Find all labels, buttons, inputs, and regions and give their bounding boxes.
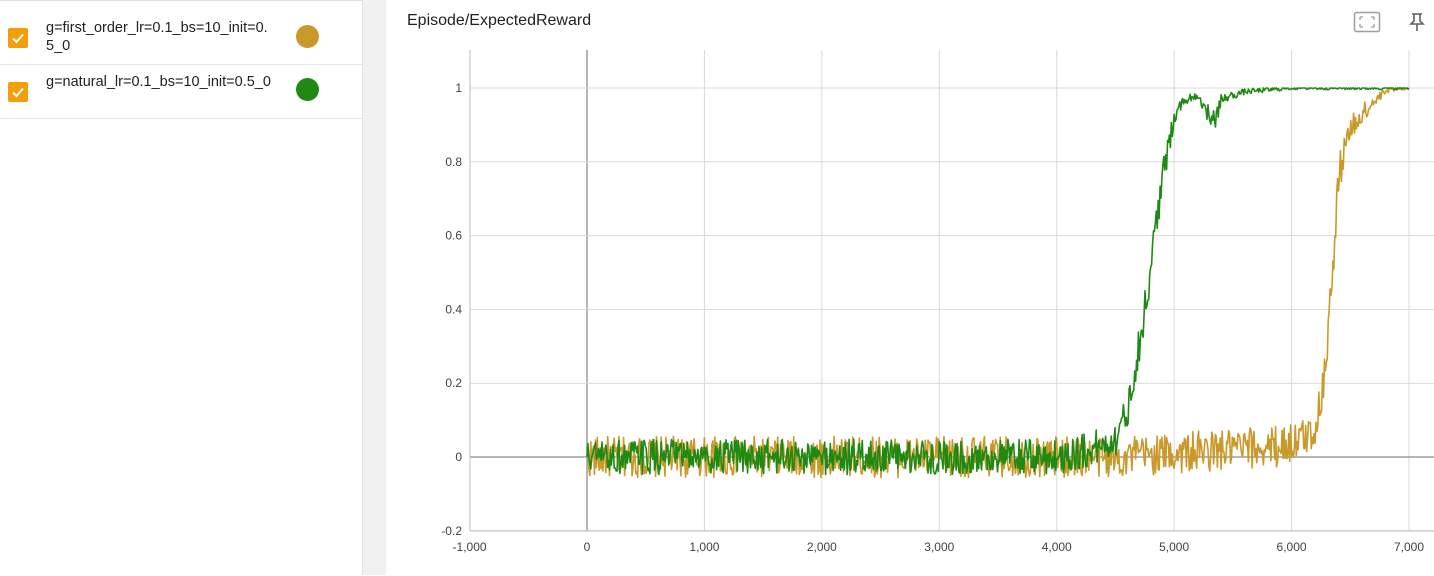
run-row-first-order[interactable]: g=first_order_lr=0.1_bs=10_init=0.5_0 bbox=[0, 11, 362, 65]
y-tick-label: -0.2 bbox=[441, 524, 462, 538]
run-color-swatch-natural[interactable] bbox=[296, 78, 319, 101]
series-line-0 bbox=[586, 87, 1410, 479]
runs-legend-panel: g=first_order_lr=0.1_bs=10_init=0.5_0 g=… bbox=[0, 0, 362, 576]
y-tick-label: 0.2 bbox=[445, 376, 462, 390]
run-checkbox-first-order[interactable] bbox=[8, 28, 28, 48]
y-tick-label: 0.6 bbox=[445, 229, 462, 243]
x-tick-label: 1,000 bbox=[689, 540, 719, 554]
series-line-1 bbox=[586, 87, 1410, 476]
line-chart-plot[interactable]: -1,000 0 1,000 2,000 3,000 4,000 5,000 6,000 7,0… bbox=[386, 0, 1434, 575]
panel-splitter[interactable] bbox=[362, 0, 387, 575]
checkmark-icon bbox=[12, 87, 24, 98]
y-tick-label: 0.4 bbox=[445, 302, 462, 316]
pin-icon[interactable] bbox=[1408, 11, 1426, 33]
run-row-natural[interactable]: g=natural_lr=0.1_bs=10_init=0.5_0 bbox=[0, 65, 362, 119]
run-color-swatch-first-order[interactable] bbox=[296, 25, 319, 48]
x-tick-label: 7,000 bbox=[1394, 540, 1424, 554]
chart-card: Episode/ExpectedReward bbox=[386, 0, 1434, 575]
run-checkbox-natural[interactable] bbox=[8, 82, 28, 102]
x-tick-label: 4,000 bbox=[1042, 540, 1072, 554]
chart-title: Episode/ExpectedReward bbox=[407, 12, 592, 29]
x-tick-label: 0 bbox=[584, 540, 591, 554]
y-tick-label: 0 bbox=[455, 450, 462, 464]
checkmark-icon bbox=[12, 33, 24, 44]
fullscreen-icon[interactable] bbox=[1353, 11, 1381, 33]
x-tick-label: 6,000 bbox=[1277, 540, 1307, 554]
x-tick-label: -1,000 bbox=[453, 540, 487, 554]
y-tick-label: 0.8 bbox=[445, 155, 462, 169]
x-tick-label: 3,000 bbox=[924, 540, 954, 554]
x-tick-label: 5,000 bbox=[1159, 540, 1189, 554]
y-tick-label: 1 bbox=[455, 81, 462, 95]
run-label-natural: g=natural_lr=0.1_bs=10_init=0.5_0 bbox=[46, 74, 271, 90]
run-label-first-order: g=first_order_lr=0.1_bs=10_init=0.5_0 bbox=[46, 20, 268, 54]
x-tick-label: 2,000 bbox=[807, 540, 837, 554]
